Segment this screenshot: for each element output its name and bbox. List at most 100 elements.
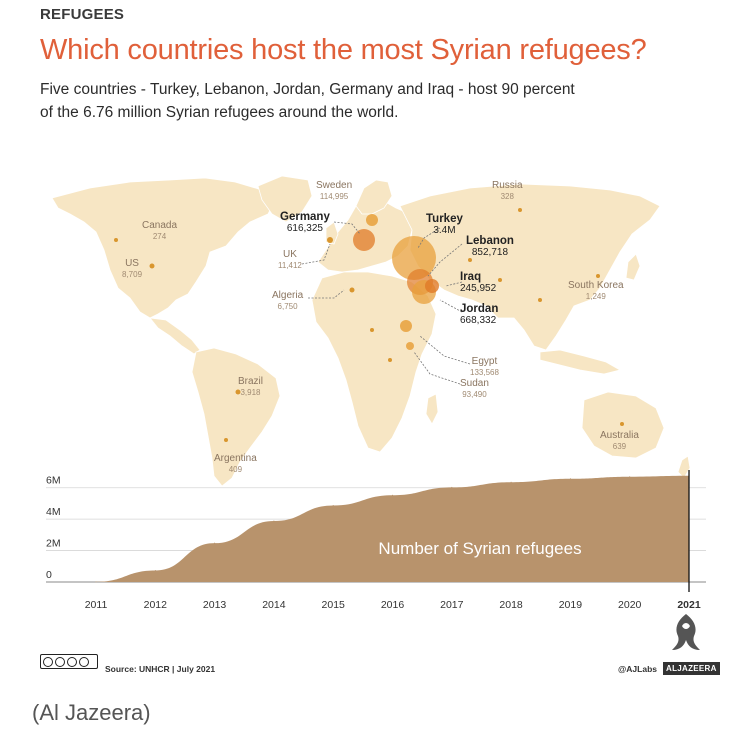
small-dot <box>370 328 374 332</box>
small-dot <box>620 422 624 426</box>
label-name: Brazil <box>238 376 264 387</box>
map-label-sudan: Sudan 93,490 <box>460 378 489 400</box>
cc-icon <box>43 656 53 667</box>
map-label-lebanon: Lebanon 852,718 <box>466 235 514 258</box>
label-name: UK <box>282 249 297 260</box>
map-label-brazil: Brazil 3,918 <box>238 376 263 398</box>
refugee-bubbles <box>114 208 624 442</box>
madagascar-landmass <box>425 393 439 425</box>
small-dot <box>518 208 522 212</box>
label-name: Australia <box>600 430 639 441</box>
label-value: 668,332 <box>460 315 497 326</box>
bubble-sweden <box>366 214 378 226</box>
data-point-2016 <box>392 494 393 496</box>
x-tick-label: 2014 <box>262 599 286 611</box>
bubble-turkey <box>392 236 436 280</box>
label-value: 6,750 <box>277 302 298 311</box>
data-point-2017 <box>451 486 453 488</box>
label-value: 616,325 <box>286 223 323 234</box>
label-name: US <box>125 258 139 269</box>
kicker: REFUGEES <box>40 6 125 23</box>
map-label-us: US 8,709 <box>122 258 142 280</box>
label-name: Sweden <box>316 180 353 191</box>
scandinavia-landmass <box>355 179 393 215</box>
label-value: 1,249 <box>585 292 606 301</box>
label-value: 639 <box>612 442 627 451</box>
label-value: 409 <box>228 465 243 474</box>
bubble-iraq <box>425 279 439 293</box>
small-dot <box>224 438 228 442</box>
map-label-iraq: Iraq 245,952 <box>460 271 497 294</box>
data-point-2014 <box>273 520 275 522</box>
small-dot <box>149 263 155 269</box>
bubble-sudan <box>406 342 414 350</box>
bubble-egypt <box>400 320 412 332</box>
label-name: South Korea <box>568 280 624 291</box>
nc-icon <box>67 656 77 667</box>
x-tick-label: 2011 <box>85 599 108 611</box>
data-point-2019 <box>569 478 571 480</box>
data-point-2011 <box>95 581 97 583</box>
small-dot <box>596 274 600 278</box>
sa-icon <box>79 656 89 667</box>
small-dot <box>388 358 392 362</box>
aljazeera-brand: ALJAZEERA <box>663 662 720 675</box>
north-america-landmass <box>51 177 276 319</box>
small-dot <box>349 287 355 293</box>
x-tick-label: 2012 <box>144 599 168 611</box>
label-value: 852,718 <box>471 247 509 258</box>
label-value: 11,412 <box>278 261 302 270</box>
x-tick-label: 2013 <box>203 599 227 611</box>
small-dot <box>538 298 542 302</box>
asia-landmass <box>399 183 661 351</box>
source-note: Source: UNHCR | July 2021 <box>105 664 216 674</box>
by-icon <box>55 656 65 667</box>
label-name: Germany <box>280 211 330 223</box>
y-tick-label: 6M <box>46 475 61 487</box>
data-point-2015 <box>332 504 334 506</box>
image-caption: (Al Jazeera) <box>32 700 151 725</box>
data-point-2020 <box>629 476 631 478</box>
map-label-turkey: Turkey 3.4M <box>426 213 463 236</box>
subtitle-line-2: of the 6.76 million Syrian refugees arou… <box>40 104 399 121</box>
chart-title: Number of Syrian refugees <box>378 539 581 558</box>
x-tick-label: 2021 <box>677 599 701 611</box>
label-value: 328 <box>500 192 514 201</box>
small-dot <box>468 258 472 262</box>
land-masses <box>51 175 691 487</box>
label-value: 245,952 <box>460 283 497 294</box>
refugee-area-chart: 02M4M6M6.76MNumber of Syrian refugees201… <box>46 470 706 611</box>
data-point-2013 <box>214 542 216 544</box>
label-name: Russia <box>492 180 523 191</box>
x-tick-label: 2015 <box>322 599 346 611</box>
label-value: 8,709 <box>122 270 143 279</box>
map-label-russia: Russia 328 <box>492 180 523 202</box>
label-value: 133,568 <box>470 368 499 377</box>
refugee-area-series <box>96 475 689 582</box>
y-tick-label: 0 <box>46 569 52 581</box>
ajlabs-credit: @AJLabs <box>618 664 657 674</box>
small-dot <box>114 238 118 242</box>
label-name: Argentina <box>214 453 257 464</box>
data-point-2012 <box>154 570 156 572</box>
map-label-uk: UK 11,412 <box>278 249 302 271</box>
subtitle: Five countries - Turkey, Lebanon, Jordan… <box>40 78 680 124</box>
greenland-landmass <box>257 175 313 223</box>
subtitle-line-1: Five countries - Turkey, Lebanon, Jordan… <box>40 81 575 98</box>
label-name: Canada <box>142 220 178 231</box>
y-tick-label: 4M <box>46 506 61 518</box>
creative-commons-badge <box>40 654 98 669</box>
map-label-sweden: Sweden 114,995 <box>316 180 352 202</box>
map-label-australia: Australia 639 <box>600 430 639 452</box>
x-tick-label: 2018 <box>499 599 523 611</box>
x-tick-label: 2016 <box>381 599 405 611</box>
map-label-egypt: Egypt 133,568 <box>470 356 499 378</box>
label-value: 3.4M <box>433 225 456 236</box>
label-name: Lebanon <box>466 235 514 247</box>
small-dot <box>235 389 241 395</box>
label-name: Egypt <box>471 356 498 367</box>
label-name: Iraq <box>460 271 482 283</box>
data-point-2018 <box>510 481 512 483</box>
map-label-jordan: Jordan 668,332 <box>460 303 498 326</box>
japan-landmass <box>625 253 641 281</box>
